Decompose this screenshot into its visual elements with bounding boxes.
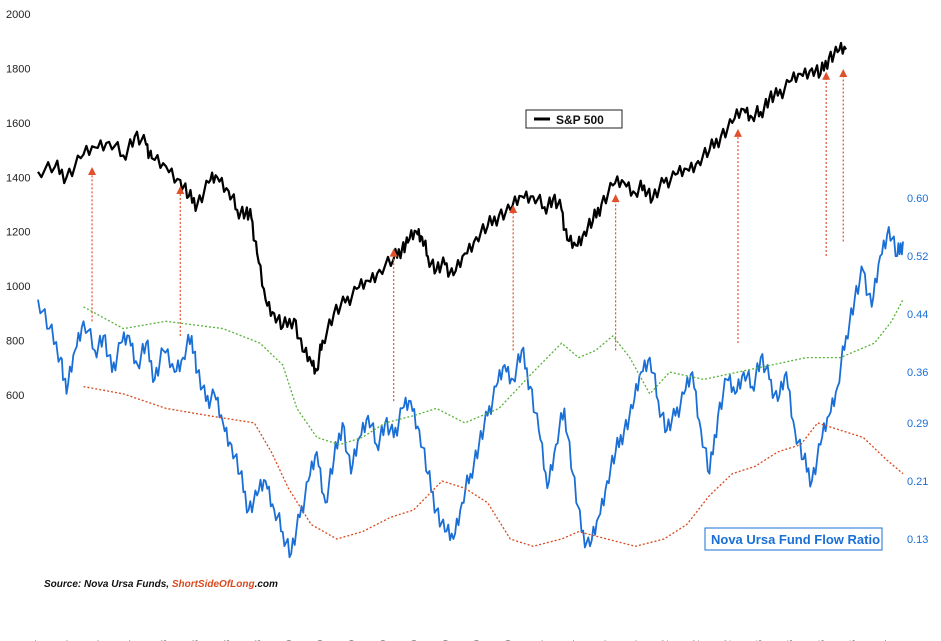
x-tick-label: Feb-10 [410,640,421,641]
x-tick-label: Oct-08 [253,640,264,641]
x-tick-label: Dec-11 [629,640,640,641]
x-tick-label: Oct-12 [723,640,734,641]
x-tick-label: Dec-10 [503,640,514,641]
x-tick-label: Jul-13 [816,640,827,641]
x-tick-label: Apr-08 [190,640,201,641]
right-tick-label: 0.36 [907,367,928,379]
annotation-arrows [88,68,848,402]
x-tick-label: Jan-14 [879,640,890,641]
x-tick-label: Jun-10 [441,640,452,641]
legend-sp500-label: S&P 500 [556,113,604,127]
x-tick-label: Sep-10 [472,640,483,641]
x-tick-label: Feb-09 [284,640,295,641]
series-line-lower-band [83,385,904,547]
left-tick-label: 1200 [6,227,30,239]
right-axis-ticks: 0.13 0.21 0.29 0.36 0.44 0.52 0.60 [907,193,928,546]
x-tick-label: Mar-11 [535,640,546,641]
annotation-arrow-head [509,205,518,214]
annotation-arrow-head [176,186,185,195]
series-layer [37,41,904,559]
x-tick-label: Jul-12 [691,640,702,641]
left-tick-label: 1400 [6,172,30,184]
x-axis-ticks: Jan-07 Apr-07 Jul-07 Oct-07 Jan-08 Apr-08 Jul-… [34,640,890,641]
right-tick-label: 0.60 [907,193,928,205]
legend-sp500: S&P 500 [525,109,623,129]
annotation-arrow-head [88,166,97,175]
source-brand: ShortSideOfLong [172,579,255,590]
x-tick-label: Oct-07 [128,640,139,641]
x-tick-label: Mar-12 [660,640,671,641]
x-tick-label: Jan-07 [34,640,45,641]
x-tick-label: Nov-09 [378,640,389,641]
x-tick-label: May-09 [316,640,327,641]
right-tick-label: 0.13 [907,534,928,546]
left-tick-label: 800 [6,336,24,348]
left-tick-label: 1800 [6,63,30,75]
left-tick-label: 2000 [6,9,30,21]
x-tick-label: Apr-07 [65,640,76,641]
left-axis-ticks: 600 800 1000 1200 1400 1600 1800 2000 [6,9,30,402]
legend-nova-label: Nova Ursa Fund Flow Ratio [711,532,880,547]
annotation-arrow-head [611,194,620,203]
source-label: Source: Nova Ursa Funds, [44,579,172,590]
annotation-arrow-head [839,68,848,77]
left-tick-label: 1600 [6,118,30,130]
right-tick-label: 0.52 [907,251,928,263]
annotation-arrow-head [733,128,742,137]
x-tick-label: Oct-13 [848,640,859,641]
x-tick-label: Jan-08 [159,640,170,641]
legend-nova-box [704,527,883,551]
source-suffix: .com [255,579,278,590]
left-tick-label: 1000 [6,281,30,293]
x-tick-label: Apr-13 [785,640,796,641]
annotation-arrow-head [822,71,831,80]
x-tick-label: Jan-13 [754,640,765,641]
source-credit: Source: Nova Ursa Funds, ShortSideOfLong… [44,579,278,590]
right-tick-label: 0.29 [907,418,928,430]
series-line-nova-ursa-fund-flow-ratio [37,226,904,559]
x-tick-label: Jun-11 [566,640,577,641]
x-tick-label: Jul-07 [97,640,108,641]
x-tick-label: Aug-09 [347,640,358,641]
series-line-s-p-500 [37,41,848,375]
x-tick-label: Sep-11 [597,640,608,641]
annotation-arrow-head [389,248,398,257]
legend-nova: Nova Ursa Fund Flow Ratio [704,527,883,551]
right-tick-label: 0.44 [907,309,928,321]
right-tick-label: 0.21 [907,476,928,488]
x-tick-label: Jul-08 [222,640,233,641]
series-line-upper-band [83,299,904,446]
legend-sp500-box [525,109,623,129]
left-tick-label: 600 [6,390,24,402]
